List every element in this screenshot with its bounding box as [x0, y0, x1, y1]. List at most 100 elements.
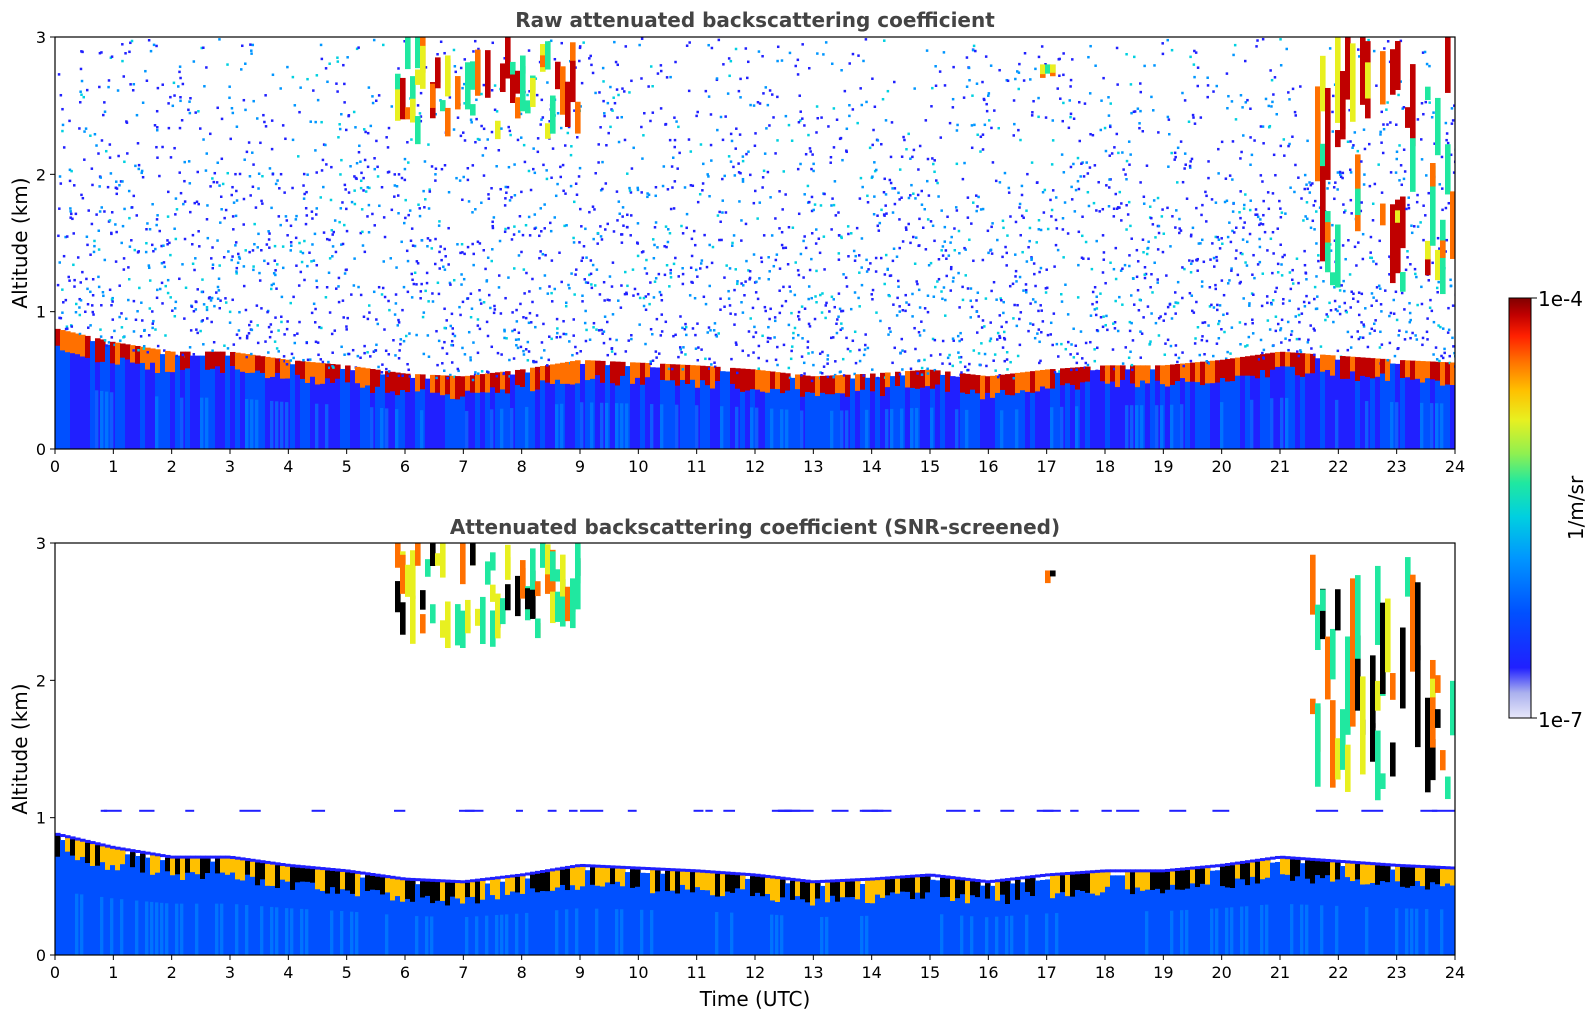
heatmap-cell [597, 161, 600, 164]
heatmap-cell [1324, 318, 1327, 322]
heatmap-cell [1120, 365, 1126, 380]
heatmap-cell [1099, 128, 1103, 132]
heatmap-cell [750, 879, 756, 955]
heatmap-cell [671, 186, 674, 189]
heatmap-cell [244, 308, 248, 312]
heatmap-cell [1140, 405, 1144, 449]
heatmap-cell [734, 341, 738, 344]
heatmap-cell [1051, 139, 1055, 142]
heatmap-cell [397, 321, 401, 324]
heatmap-cell [80, 193, 83, 197]
heatmap-cell [315, 263, 319, 267]
heatmap-cell [100, 206, 104, 209]
heatmap-cell [91, 294, 95, 297]
heatmap-cell [150, 854, 156, 875]
heatmap-cell [84, 127, 88, 130]
heatmap-cell [826, 375, 830, 379]
heatmap-cell [174, 213, 177, 216]
heatmap-cell [1244, 193, 1247, 196]
heatmap-cell [435, 376, 438, 380]
heatmap-cell [401, 308, 404, 312]
heatmap-cell [97, 152, 100, 155]
heatmap-cell [59, 182, 63, 185]
heatmap-cell [343, 353, 346, 356]
heatmap-cell [82, 95, 86, 99]
heatmap-cell [109, 172, 113, 175]
heatmap-cell [790, 377, 796, 449]
heatmap-cell [813, 317, 817, 321]
heatmap-cell [86, 243, 89, 247]
heatmap-cell [707, 95, 711, 98]
heatmap-cell [1310, 353, 1316, 374]
heatmap-cell [101, 290, 105, 294]
heatmap-cell [280, 315, 283, 319]
heatmap-cell [1395, 41, 1401, 90]
heatmap-cell [687, 138, 691, 141]
heatmap-cell [75, 893, 79, 955]
heatmap-cell [933, 338, 937, 342]
heatmap-cell [855, 374, 861, 391]
heatmap-cell [1243, 221, 1246, 224]
heatmap-cell [975, 82, 979, 85]
heatmap-cell [1261, 272, 1265, 275]
heatmap-cell [907, 222, 910, 226]
heatmap-cell [270, 863, 276, 886]
heatmap-cell [198, 245, 201, 248]
heatmap-cell [254, 206, 258, 209]
heatmap-cell [245, 355, 248, 359]
heatmap-cell [837, 292, 841, 295]
heatmap-cell [1205, 361, 1211, 384]
heatmap-cell [237, 252, 240, 256]
heatmap-cell [1370, 292, 1374, 295]
heatmap-cell [185, 855, 191, 859]
heatmap-cell [550, 870, 556, 891]
heatmap-cell [439, 40, 443, 44]
heatmap-cell [560, 280, 563, 284]
heatmap-cell [70, 325, 74, 328]
heatmap-cell [163, 265, 167, 269]
heatmap-cell [621, 206, 625, 209]
heatmap-cell [238, 336, 242, 340]
heatmap-cell [1255, 358, 1261, 449]
heatmap-cell [685, 44, 689, 47]
heatmap-cell [480, 124, 483, 128]
heatmap-cell [473, 39, 477, 43]
heatmap-cell [540, 98, 544, 102]
heatmap-cell [70, 838, 76, 856]
heatmap-cell [242, 284, 246, 288]
heatmap-cell [140, 346, 146, 363]
heatmap-cell [364, 130, 367, 134]
heatmap-cell [1350, 356, 1356, 372]
heatmap-cell [352, 110, 356, 114]
heatmap-cell [920, 320, 923, 323]
heatmap-cell [75, 337, 81, 449]
heatmap-cell [62, 146, 66, 149]
heatmap-cell [711, 245, 715, 249]
heatmap-cell [626, 213, 629, 217]
heatmap-cell [1127, 356, 1131, 360]
heatmap-cell [1143, 64, 1146, 68]
heatmap-cell [1050, 208, 1054, 212]
heatmap-cell [1110, 369, 1116, 449]
heatmap-cell [260, 307, 263, 310]
heatmap-cell [235, 272, 238, 275]
heatmap-cell [365, 368, 371, 386]
heatmap-cell [1379, 330, 1382, 334]
heatmap-cell [920, 373, 926, 449]
heatmap-cell [773, 336, 776, 339]
heatmap-cell [891, 187, 894, 190]
heatmap-cell [495, 593, 501, 639]
heatmap-cell [636, 188, 640, 192]
heatmap-cell [441, 362, 444, 365]
heatmap-cell [120, 347, 126, 449]
heatmap-cell [612, 230, 616, 233]
heatmap-cell [306, 173, 309, 176]
heatmap-cell [555, 336, 559, 339]
heatmap-cell [710, 870, 716, 874]
heatmap-cell [1270, 303, 1273, 306]
heatmap-cell [1361, 232, 1365, 236]
heatmap-cell [1422, 204, 1425, 207]
heatmap-cell [627, 339, 630, 342]
heatmap-cell [800, 355, 804, 358]
heatmap-cell [665, 263, 669, 267]
